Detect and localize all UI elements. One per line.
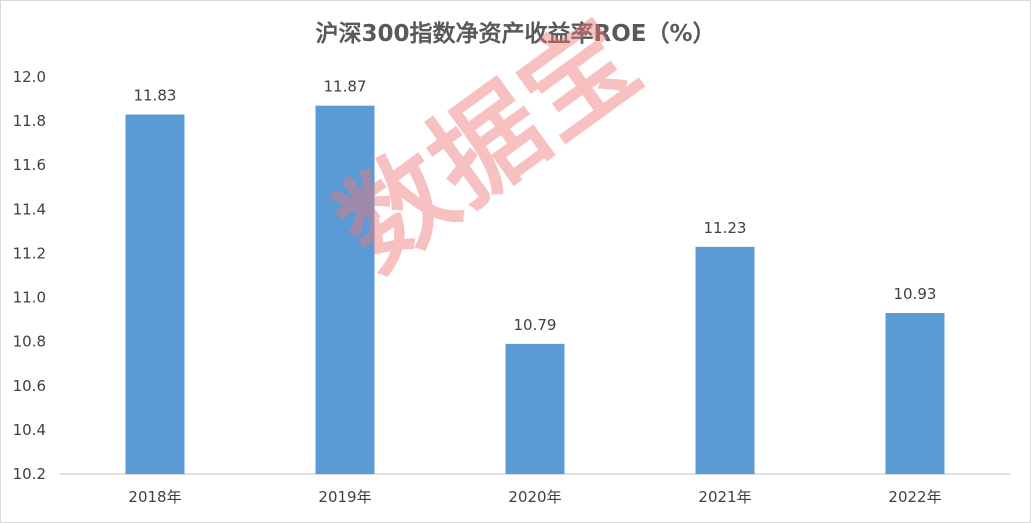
- category-label: 2021年: [698, 488, 751, 506]
- category-labels: 2018年 2019年 2020年 2021年 2022年: [128, 488, 941, 506]
- y-tick-label: 10.2: [13, 465, 46, 483]
- y-tick-label: 10.4: [13, 421, 46, 439]
- data-label: 11.87: [324, 78, 367, 96]
- data-label: 11.23: [704, 219, 747, 237]
- category-label: 2019年: [318, 488, 371, 506]
- category-label: 2018年: [128, 488, 181, 506]
- bar: [315, 105, 375, 474]
- y-tick-label: 11.0: [13, 289, 46, 307]
- y-tick-label: 12.0: [13, 68, 46, 86]
- category-label: 2022年: [888, 488, 941, 506]
- data-label: 10.79: [514, 316, 557, 334]
- bar: [125, 114, 185, 474]
- y-tick-label: 11.4: [13, 200, 46, 218]
- y-tick-label: 10.6: [13, 377, 46, 395]
- y-tick-label: 10.8: [13, 333, 46, 351]
- category-label: 2020年: [508, 488, 561, 506]
- bars: [125, 105, 945, 474]
- bar: [885, 312, 945, 474]
- chart-title: 沪深300指数净资产收益率ROE（%）: [315, 21, 716, 47]
- data-label: 10.93: [894, 285, 937, 303]
- y-tick-label: 11.6: [13, 156, 46, 174]
- bar: [695, 246, 755, 474]
- y-tick-label: 11.8: [13, 112, 46, 130]
- bar: [505, 343, 565, 474]
- y-axis-ticks: 10.2 10.4 10.6 10.8 11.0 11.2 11.4 11.6 11.8 12.0: [13, 68, 46, 483]
- data-label: 11.83: [134, 86, 177, 104]
- data-labels: 11.83 11.87 10.79 11.23 10.93: [134, 78, 937, 334]
- y-tick-label: 11.2: [13, 244, 46, 262]
